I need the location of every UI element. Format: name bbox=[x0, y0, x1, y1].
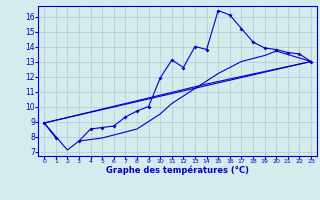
X-axis label: Graphe des températures (°C): Graphe des températures (°C) bbox=[106, 166, 249, 175]
